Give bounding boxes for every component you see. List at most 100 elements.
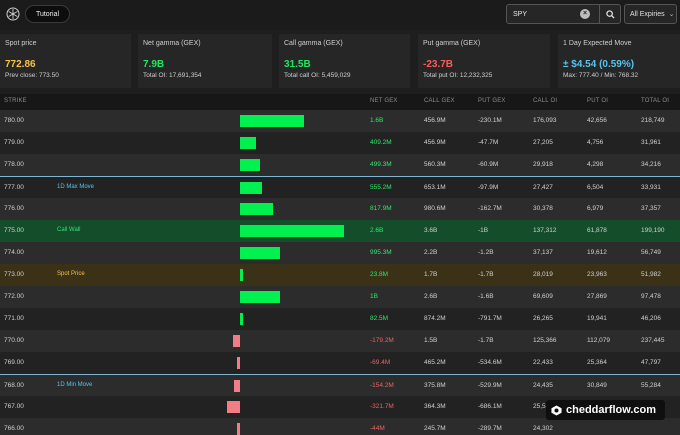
cell-call-oi: 27,205 <box>533 139 553 146</box>
chevron-down-icon: ⌄ <box>668 11 675 18</box>
net-gex-bar <box>234 380 240 392</box>
cell-put-gex: -534.6M <box>478 359 502 366</box>
cell-put-oi: 25,364 <box>587 359 607 366</box>
cell-call-oi: 25,587 <box>533 403 553 410</box>
table-row[interactable]: 779.00 409.2M 456.9M -47.7M 27,205 4,756 31,96… <box>0 132 680 154</box>
card-spot-price: Spot price 772.86 Prev close: 773.50 <box>0 34 131 88</box>
column-header-net-gex[interactable]: NET GEX <box>370 98 398 104</box>
card-value: 772.86 <box>5 59 36 70</box>
cell-strike: 779.00 <box>4 139 24 146</box>
level-tag: Call Wall <box>57 227 81 233</box>
table-row[interactable]: 769.00 -69.4M 465.2M -534.6M 22,433 25,364 47,… <box>0 352 680 374</box>
cell-put-gex: -1B <box>478 227 489 234</box>
column-header-call-oi[interactable]: CALL OI <box>533 98 558 104</box>
cell-net-gex: 499.3M <box>370 161 392 168</box>
cell-call-oi: 176,093 <box>533 117 557 124</box>
cell-strike: 777.00 <box>4 184 24 191</box>
net-gex-bar <box>240 247 280 259</box>
cell-call-oi: 30,378 <box>533 205 553 212</box>
cell-strike: 775.00 <box>4 227 24 234</box>
cell-strike: 780.00 <box>4 117 24 124</box>
cell-net-gex: 2.6B <box>370 227 384 234</box>
cell-put-gex: -60.9M <box>478 161 499 168</box>
table-row[interactable]: 780.00 1.6B 456.9M -230.1M 176,093 42,656 218,… <box>0 110 680 132</box>
card-title: Spot price <box>5 40 37 47</box>
cell-total-oi: 33,931 <box>641 184 661 191</box>
cell-call-gex: 2.6B <box>424 293 438 300</box>
cell-put-oi: 61,878 <box>587 227 607 234</box>
column-header-put-gex[interactable]: PUT GEX <box>478 98 506 104</box>
cell-net-gex: -44M <box>370 425 385 432</box>
card-title: Call gamma (GEX) <box>284 40 343 47</box>
table-row[interactable]: 767.00 -321.7M 364.3M -686.1M 25,587 <box>0 396 680 418</box>
table-row[interactable]: 770.00 -179.2M 1.5B -1.7B 125,366 112,079 237,… <box>0 330 680 352</box>
card-subtitle: Total OI: 17,691,354 <box>143 72 202 79</box>
cell-strike: 770.00 <box>4 337 24 344</box>
cell-put-oi: 42,656 <box>587 117 607 124</box>
cell-put-oi: 27,869 <box>587 293 607 300</box>
cell-call-gex: 1.5B <box>424 337 438 344</box>
level-tag: 1D Max Move <box>57 184 95 190</box>
clear-search-icon[interactable]: × <box>580 9 590 19</box>
search-button[interactable] <box>599 5 621 23</box>
table-row[interactable]: 776.00 817.9M 980.6M -162.7M 30,378 6,979 37,3… <box>0 198 680 220</box>
column-header-strike[interactable]: STRIKE <box>4 98 27 104</box>
cell-put-gex: -1.7B <box>478 271 494 278</box>
table-row[interactable]: 772.00 1B 2.6B -1.6B 69,609 27,869 97,478 <box>0 286 680 308</box>
cell-call-oi: 24,435 <box>533 382 553 389</box>
cell-total-oi: 37,357 <box>641 205 661 212</box>
card-title: Net gamma (GEX) <box>143 40 201 47</box>
column-header-total-oi[interactable]: TOTAL OI <box>641 98 670 104</box>
table-row[interactable]: 777.00 1D Max Move 555.2M 653.1M -97.9M 27,42… <box>0 176 680 198</box>
cell-call-gex: 2.2B <box>424 249 438 256</box>
net-gex-bar <box>240 269 243 281</box>
card-subtitle: Total put OI: 12,232,325 <box>423 72 493 79</box>
cell-call-oi: 24,302 <box>533 425 553 432</box>
card-net-gamma: Net gamma (GEX) 7.9B Total OI: 17,691,35… <box>138 34 272 88</box>
table-row[interactable]: 768.00 1D Min Move -154.2M 375.8M -529.9M 24,… <box>0 374 680 396</box>
net-gex-bar <box>240 291 280 303</box>
cell-total-oi: 199,190 <box>641 227 665 234</box>
expiry-select[interactable]: All Expiries ⌄ <box>624 4 677 24</box>
cell-call-gex: 364.3M <box>424 403 446 410</box>
cell-strike: 767.00 <box>4 403 24 410</box>
cell-put-oi: 19,941 <box>587 315 607 322</box>
net-gex-bar <box>227 401 240 413</box>
cell-net-gex: -69.4M <box>370 359 391 366</box>
table-row[interactable]: 773.00 Spot Price 23.8M 1.7B -1.7B 28,019 23,9… <box>0 264 680 286</box>
cell-net-gex: 409.2M <box>370 139 392 146</box>
table-row[interactable]: 774.00 995.3M 2.2B -1.2B 37,137 19,612 56,749 <box>0 242 680 264</box>
card-expected-move: 1 Day Expected Move ± $4.54 (0.59%) Max:… <box>558 34 680 88</box>
table-row[interactable]: 778.00 499.3M 560.3M -60.9M 29,918 4,298 34,21… <box>0 154 680 176</box>
cell-strike: 766.00 <box>4 425 24 432</box>
card-title: 1 Day Expected Move <box>563 40 632 47</box>
app-logo-icon[interactable] <box>6 7 20 21</box>
net-gex-bar <box>237 357 240 369</box>
net-gex-bar <box>240 115 304 127</box>
tutorial-button[interactable]: Tutorial <box>25 5 70 23</box>
cell-net-gex: 82.5M <box>370 315 389 322</box>
cell-call-gex: 653.1M <box>424 184 446 191</box>
card-call-gamma: Call gamma (GEX) 31.5B Total call OI: 5,… <box>279 34 410 88</box>
cell-put-oi: 112,079 <box>587 337 611 344</box>
cell-put-gex: -1.2B <box>478 249 494 256</box>
ticker-search-input[interactable] <box>507 5 595 23</box>
column-header-call-gex[interactable]: CALL GEX <box>424 98 455 104</box>
cell-net-gex: -321.7M <box>370 403 394 410</box>
column-header-put-oi[interactable]: PUT OI <box>587 98 609 104</box>
cell-call-oi: 22,433 <box>533 359 553 366</box>
cell-total-oi: 31,961 <box>641 139 661 146</box>
table-row[interactable]: 771.00 82.5M 874.2M -791.7M 26,265 19,941 46,2… <box>0 308 680 330</box>
gex-table: STRIKE NET GEX CALL GEX PUT GEX CALL OI … <box>0 94 680 435</box>
net-gex-bar <box>237 423 240 435</box>
table-row[interactable]: 775.00 Call Wall 2.6B 3.6B -1B 137,312 61,878 1… <box>0 220 680 242</box>
table-row[interactable]: 766.00 -44M 245.7M -289.7M 24,302 <box>0 418 680 435</box>
cell-strike: 769.00 <box>4 359 24 366</box>
cell-put-oi: 4,756 <box>587 139 604 146</box>
card-subtitle: Total call OI: 5,459,029 <box>284 72 351 79</box>
cell-total-oi: 97,478 <box>641 293 661 300</box>
cell-call-oi: 29,918 <box>533 161 553 168</box>
card-subtitle: Max: 777.40 / Min: 768.32 <box>563 72 639 79</box>
net-gex-bar <box>240 137 257 149</box>
cell-put-oi: 23,963 <box>587 271 607 278</box>
